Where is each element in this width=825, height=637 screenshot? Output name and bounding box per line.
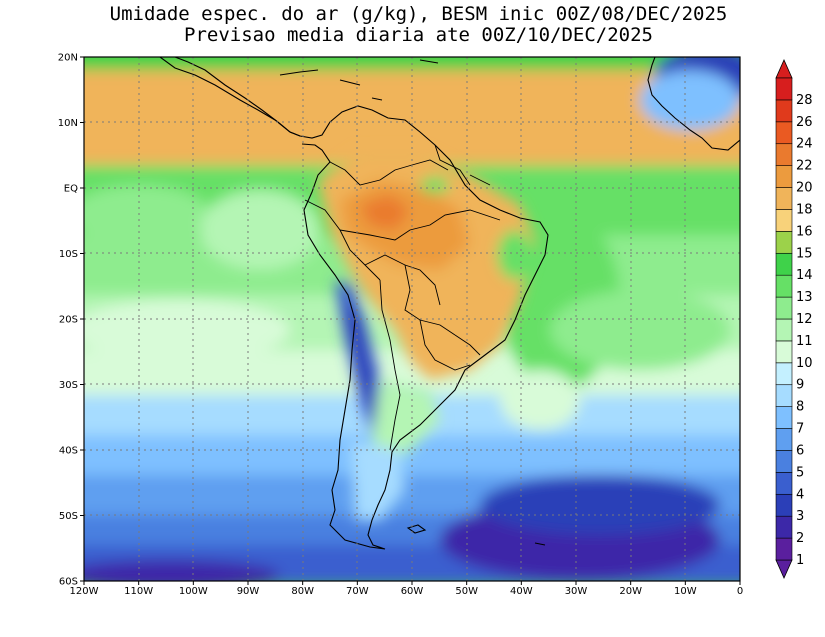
colorbar-max-arrow <box>775 59 793 79</box>
colorbar-swatch <box>775 231 793 254</box>
lon-tick-label: 40W <box>510 586 533 597</box>
lat-tick-label: 20N <box>58 53 78 64</box>
colorbar-swatch <box>775 143 793 166</box>
colorbar-swatch <box>775 187 793 210</box>
colorbar-level-label: 9 <box>796 378 804 393</box>
colorbar-swatch <box>775 406 793 429</box>
colorbar-level-label: 18 <box>796 202 813 217</box>
lon-tick-label: 0 <box>737 586 743 597</box>
lat-tick-label: 60S <box>59 577 78 588</box>
colorbar-swatch <box>775 296 793 320</box>
colorbar-level-label: 20 <box>796 181 813 196</box>
colorbar-level-label: 1 <box>796 553 804 568</box>
lon-tick-label: 50W <box>455 586 478 597</box>
colorbar-swatch <box>775 515 793 539</box>
colorbar-swatch <box>775 537 793 561</box>
colorbar-level-label: 22 <box>796 159 813 174</box>
lon-tick-label: 30W <box>565 586 588 597</box>
colorbar-level-label: 13 <box>796 290 813 305</box>
colorbar-level-label: 26 <box>796 115 813 130</box>
latitude-axis: 20N 10N EQ 10S 20S 30S 40S 50S 60S <box>58 53 84 588</box>
colorbar-level-label: 12 <box>796 312 813 327</box>
colorbar-level-label: 5 <box>796 465 804 480</box>
colorbar-level-label: 6 <box>796 443 804 458</box>
lon-tick-label: 60W <box>401 586 424 597</box>
lat-tick-label: EQ <box>64 184 78 195</box>
colorbar-level-label: 16 <box>796 224 813 239</box>
lon-tick-label: 70W <box>346 586 369 597</box>
lat-tick-label: 50S <box>59 511 78 522</box>
lon-tick-label: 10W <box>674 586 697 597</box>
map-title-line-2: Previsao media diaria ate 00Z/10/DEC/202… <box>184 24 653 46</box>
colorbar-swatch <box>775 252 793 276</box>
map-title-line-1: Umidade espec. do ar (g/kg), BESM inic 0… <box>109 3 728 25</box>
colorbar-swatch <box>775 493 793 517</box>
lat-tick-label: 30S <box>59 380 78 391</box>
colorbar-swatch <box>775 209 793 232</box>
lat-tick-label: 20S <box>59 315 78 326</box>
lon-tick-label: 80W <box>291 586 314 597</box>
colorbar-level-label: 2 <box>796 531 804 546</box>
colorbar-swatch <box>775 450 793 473</box>
lat-lon-grid <box>84 57 740 581</box>
colorbar-swatch <box>775 165 793 188</box>
lon-tick-label: 20W <box>619 586 642 597</box>
lon-tick-label: 120W <box>70 586 99 597</box>
colorbar-level-label: 8 <box>796 400 804 415</box>
colorbar-swatch <box>775 121 793 145</box>
colorbar-level-label: 15 <box>796 246 813 261</box>
colorbar-swatch <box>775 318 793 342</box>
colorbar-min-arrow <box>775 559 793 579</box>
lat-tick-label: 10N <box>58 118 78 129</box>
colorbar-swatch <box>775 340 793 364</box>
lon-tick-label: 100W <box>179 586 208 597</box>
colorbar-level-label: 10 <box>796 356 813 371</box>
colorbar-swatch <box>775 362 793 386</box>
colorbar-level-label: 7 <box>796 422 804 437</box>
colorbar-swatch <box>775 384 793 407</box>
coastlines <box>159 57 740 550</box>
lon-tick-label: 90W <box>237 586 260 597</box>
colorbar-level-label: 14 <box>796 268 813 283</box>
colorbar-swatch <box>775 99 793 123</box>
colorbar-swatch <box>775 77 793 101</box>
colorbar-level-label: 11 <box>796 334 813 349</box>
lon-tick-label: 110W <box>124 586 153 597</box>
colorbar-level-label: 3 <box>796 509 804 524</box>
lat-tick-label: 10S <box>59 249 78 260</box>
colorbar-level-label: 24 <box>796 137 813 152</box>
colorbar-swatch <box>775 472 793 495</box>
colorbar-swatch <box>775 274 793 298</box>
lat-tick-label: 40S <box>59 446 78 457</box>
colorbar-swatch <box>775 428 793 451</box>
colorbar-level-label: 28 <box>796 93 813 108</box>
longitude-axis: 120W 110W 100W 90W 80W 70W 60W 50W 40W 30W 20W 10W 0 <box>70 581 743 597</box>
colorbar-level-label: 4 <box>796 487 804 502</box>
